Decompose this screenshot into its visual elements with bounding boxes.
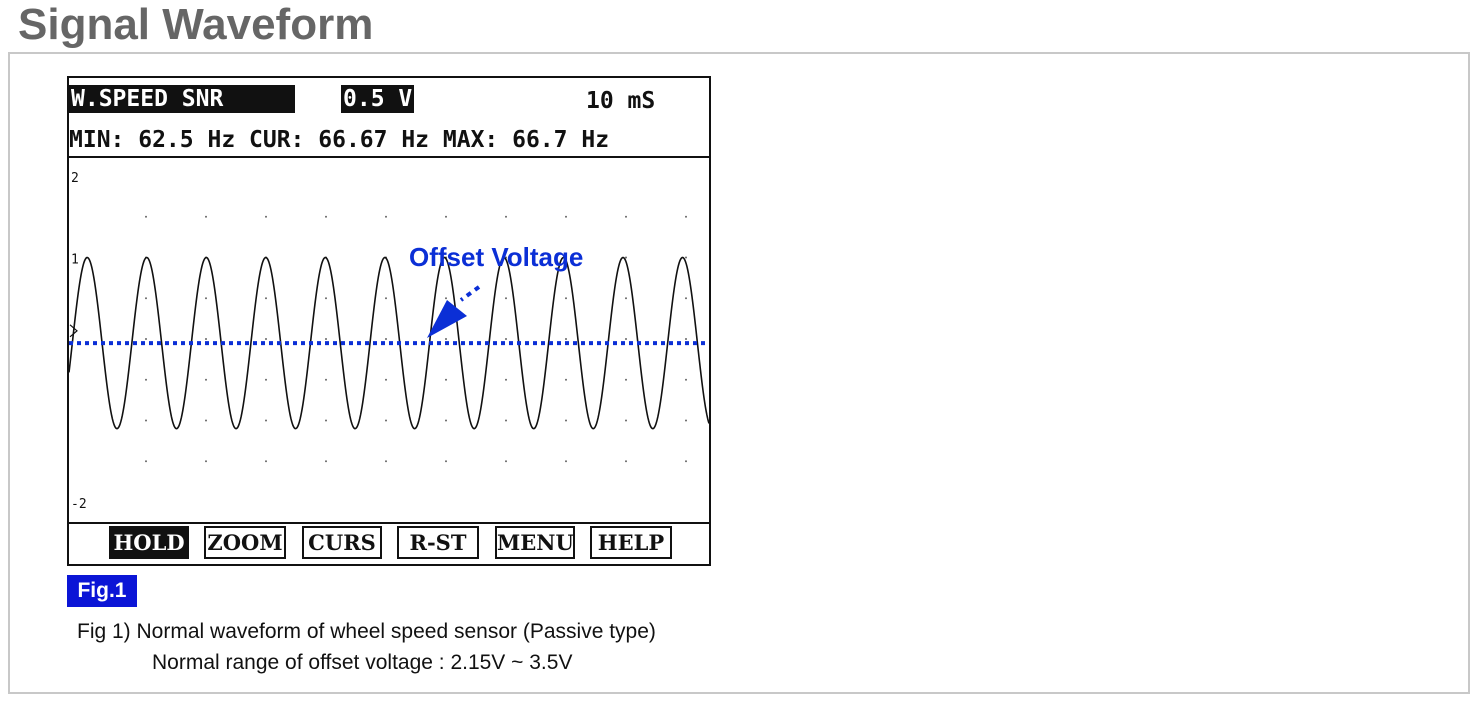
help-button[interactable]: HELP [590, 526, 672, 559]
grid-dot [325, 419, 327, 422]
waveform-series-line [69, 256, 709, 430]
grid-dot [265, 378, 267, 381]
grid-dot [685, 338, 687, 340]
grid-dot [385, 378, 387, 381]
grid-dot [685, 419, 687, 422]
grid-dot [205, 378, 207, 381]
grid-dot [625, 256, 627, 259]
offset-voltage-annotation: Offset Voltage [409, 242, 583, 272]
grid-dot [145, 338, 147, 340]
grid-dot [205, 460, 207, 463]
grid-dot [265, 297, 267, 300]
y-tick-label: 1 [71, 253, 79, 268]
grid-dot [325, 297, 327, 300]
menu-button[interactable]: MENU [495, 526, 575, 559]
grid-dot [385, 419, 387, 422]
grid-dot [265, 338, 267, 340]
grid-dot [625, 297, 627, 300]
grid-dot [625, 338, 627, 340]
grid-dot [565, 297, 567, 300]
grid-dot [505, 378, 507, 381]
grid-dot [325, 460, 327, 463]
grid-dot [325, 338, 327, 340]
footer-separator [69, 522, 709, 524]
grid-dot [205, 297, 207, 300]
y-tick-label: 2 [71, 171, 79, 186]
grid-dot [685, 460, 687, 463]
grid-dot [445, 297, 447, 300]
grid-dot [385, 215, 387, 218]
annotation-arrow-head [427, 300, 467, 338]
grid-dot [445, 378, 447, 381]
grid-dot [505, 338, 507, 340]
grid-dot [625, 419, 627, 422]
grid-dot [685, 215, 687, 218]
header-separator [69, 156, 709, 158]
grid-dot [445, 215, 447, 218]
trigger-marker [69, 324, 78, 338]
grid-dot [385, 460, 387, 463]
grid-dot [145, 215, 147, 218]
grid-dot [505, 297, 507, 300]
figure-frame [8, 52, 1470, 694]
grid-dot [325, 378, 327, 381]
curs-button[interactable]: CURS [302, 526, 382, 559]
y-tick-label: -2 [71, 497, 87, 512]
time-div-label: 10 mS [586, 88, 656, 114]
page-title: Signal Waveform [18, 0, 374, 49]
grid-dot [565, 215, 567, 218]
grid-dot [205, 419, 207, 422]
grid-dot [145, 419, 147, 422]
grid-dot [145, 460, 147, 463]
grid-dot [445, 338, 447, 340]
grid-dot [505, 419, 507, 422]
grid-dot [445, 460, 447, 463]
grid-dot [565, 338, 567, 340]
zoom-button[interactable]: ZOOM [204, 526, 286, 559]
annotation-arrow-shaft [459, 285, 481, 302]
grid-dot [325, 215, 327, 218]
grid-dot [685, 378, 687, 381]
grid-dot [265, 460, 267, 463]
grid-dot [145, 297, 147, 300]
oscilloscope-screen: W.SPEED SNR 0.5 V 10 mS MIN: 62.5 Hz CUR… [67, 76, 711, 566]
grid-dot [145, 378, 147, 381]
grid-dot [505, 460, 507, 463]
reset-button[interactable]: R-ST [397, 526, 479, 559]
grid-dot [625, 460, 627, 463]
waveform-plot: 2 1 -2 Offset Voltage [69, 171, 709, 512]
volt-div-label: 0.5 V [341, 85, 415, 113]
grid-dot [625, 215, 627, 218]
grid-dot [505, 215, 507, 218]
grid-dot [205, 215, 207, 218]
caption-line-1: Fig 1) Normal waveform of wheel speed se… [77, 620, 656, 643]
grid-dot [565, 378, 567, 381]
measurement-readout: MIN: 62.5 Hz CUR: 66.67 Hz MAX: 66.7 Hz [69, 127, 610, 153]
grid-dot [685, 297, 687, 300]
channel-label: W.SPEED SNR [69, 85, 295, 113]
grid-dot [565, 460, 567, 463]
caption-line-2: Normal range of offset voltage : 2.15V ~… [152, 651, 573, 674]
grid-dot [625, 378, 627, 381]
grid-dot [205, 338, 207, 340]
grid-dot [265, 419, 267, 422]
grid-dot [445, 419, 447, 422]
grid-dot [685, 256, 687, 259]
grid-dot [385, 297, 387, 300]
grid-dot [385, 338, 387, 340]
figure-label: Fig.1 [67, 575, 137, 607]
grid-dot [565, 419, 567, 422]
grid-dot [265, 215, 267, 218]
hold-button[interactable]: HOLD [109, 526, 189, 559]
